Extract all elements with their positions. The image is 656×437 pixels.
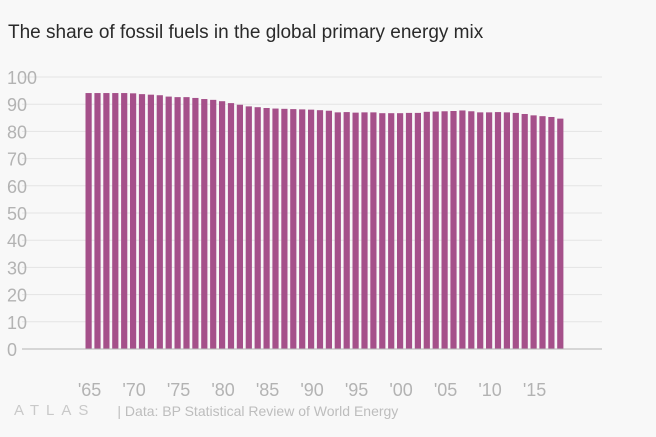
- x-tick-label: '65: [78, 380, 101, 400]
- x-tick-label: '15: [523, 380, 546, 400]
- bar: [512, 112, 519, 350]
- atlas-logo: ATLAS: [14, 402, 96, 419]
- bar: [174, 97, 181, 350]
- bar: [112, 93, 119, 349]
- y-tick-label: 10: [7, 313, 27, 333]
- bar: [183, 97, 190, 350]
- bar: [432, 111, 439, 349]
- y-tick-label: 40: [7, 231, 27, 251]
- bar: [227, 103, 235, 349]
- bar: [201, 99, 208, 349]
- bar: [352, 112, 359, 350]
- bar: [459, 110, 466, 350]
- bar: [450, 111, 457, 349]
- data-source: | Data: BP Statistical Review of World E…: [117, 402, 399, 419]
- y-tick-label: 0: [7, 340, 17, 360]
- bar: [254, 107, 261, 349]
- x-tick-label: '80: [211, 380, 234, 400]
- bar: [423, 111, 430, 349]
- x-tick-label: '70: [122, 380, 145, 400]
- bar: [388, 113, 395, 350]
- bar: [156, 95, 163, 349]
- y-tick-label: 20: [7, 286, 27, 306]
- bar: [85, 93, 92, 349]
- y-tick-label: 60: [7, 177, 27, 197]
- footer: ATLAS | Data: BP Statistical Review of W…: [14, 402, 398, 419]
- bar: [503, 112, 510, 349]
- bar: [557, 118, 564, 349]
- x-tick-label: '05: [434, 380, 457, 400]
- x-tick-label: '90: [300, 380, 323, 400]
- bar: [530, 115, 537, 350]
- y-axis-ticks: 0 10 20 30 40 50 60 70 80 90 100: [7, 68, 37, 360]
- bar: [334, 112, 341, 349]
- x-axis-ticks: '65 '70 '75 '80 '85 '90 '95 '00 '05 '10 '15: [78, 380, 546, 400]
- bar: [379, 113, 386, 350]
- x-tick-label: '75: [167, 380, 190, 400]
- bar: [521, 113, 528, 349]
- bar: [343, 112, 350, 349]
- bar: [308, 109, 315, 349]
- bar: [121, 93, 128, 349]
- bar: [414, 112, 421, 350]
- x-tick-label: '95: [345, 380, 368, 400]
- y-tick-label: 30: [7, 258, 27, 278]
- bar: [210, 99, 217, 350]
- y-tick-label: 90: [7, 95, 27, 115]
- bar: [486, 112, 493, 349]
- bar: [290, 109, 297, 349]
- bar: [138, 94, 146, 349]
- x-tick-label: '85: [256, 380, 279, 400]
- bar: [548, 116, 555, 349]
- bar: [147, 94, 154, 350]
- bar: [281, 108, 288, 349]
- bar: [299, 109, 306, 349]
- bar: [236, 104, 243, 349]
- bar: [192, 97, 199, 349]
- x-tick-label: '00: [389, 380, 412, 400]
- bar: [316, 110, 324, 350]
- y-tick-label: 80: [7, 122, 27, 142]
- bar: [130, 93, 137, 349]
- bar: [477, 112, 484, 349]
- bar: [263, 108, 270, 350]
- bar: [94, 93, 101, 349]
- chart-title: The share of fossil fuels in the global …: [8, 22, 484, 43]
- bar: [361, 112, 368, 349]
- bar: [219, 101, 226, 349]
- bar: [468, 111, 475, 349]
- bar: [325, 110, 332, 349]
- bar-series: [85, 93, 564, 350]
- bar: [405, 112, 413, 350]
- y-tick-label: 50: [7, 204, 27, 224]
- bar: [272, 108, 279, 349]
- bar: [397, 113, 404, 350]
- y-tick-label: 70: [7, 150, 27, 170]
- bar: [539, 116, 546, 349]
- bar: [103, 93, 110, 349]
- bar: [165, 96, 172, 349]
- bar: [494, 112, 502, 349]
- bar: [370, 112, 377, 349]
- x-tick-label: '10: [478, 380, 501, 400]
- y-tick-label: 100: [7, 68, 37, 88]
- bar: [245, 106, 252, 349]
- bar: [441, 111, 448, 349]
